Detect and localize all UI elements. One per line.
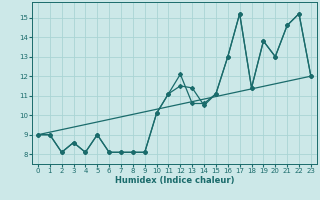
X-axis label: Humidex (Indice chaleur): Humidex (Indice chaleur)	[115, 176, 234, 185]
